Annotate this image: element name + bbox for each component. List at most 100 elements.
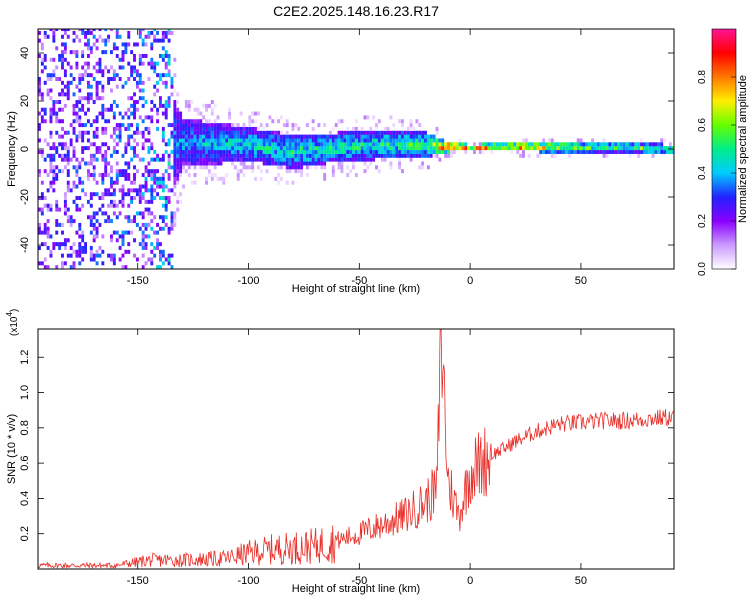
heatmap-cell [352, 149, 355, 154]
heatmap-cell [447, 142, 450, 147]
heatmap-cell [115, 73, 119, 78]
heatmap-cell [242, 173, 246, 177]
heatmap-cell [69, 157, 73, 162]
heatmap-cell [288, 146, 292, 151]
heatmap-cell [331, 173, 335, 177]
heatmap-cell [409, 146, 413, 151]
heatmap-cell [196, 111, 200, 116]
heatmap-cell [115, 126, 119, 131]
heatmap-cell [98, 61, 102, 66]
heatmap-cell [406, 149, 410, 154]
heatmap-cell [568, 142, 571, 147]
heatmap-cell [38, 196, 41, 201]
heatmap-cell [141, 173, 145, 177]
heatmap-cell [115, 203, 119, 208]
heatmap-cell [98, 111, 102, 116]
heatmap-cell [297, 138, 301, 143]
heatmap-cell [110, 203, 113, 208]
heatmap-cell [161, 111, 165, 116]
heatmap-cell [187, 103, 191, 108]
heatmap-cell [161, 215, 165, 220]
heatmap-cell [124, 42, 128, 47]
heatmap-cell [121, 234, 125, 239]
heatmap-cell [516, 146, 520, 151]
heatmap-cell [173, 119, 177, 124]
heatmap-cell [323, 153, 327, 158]
heatmap-cell [55, 29, 59, 32]
heatmap-cell [311, 138, 315, 143]
heatmap-cell [380, 130, 384, 135]
heatmap-cell [66, 253, 70, 258]
heatmap-cell [199, 161, 203, 166]
heatmap-cell [150, 142, 154, 147]
heatmap-cell [256, 134, 260, 139]
heatmap-cell [89, 196, 93, 201]
heatmap-cell [75, 65, 79, 70]
heatmap-cell [294, 161, 298, 166]
heatmap-cell [112, 192, 116, 197]
heatmap-cell [75, 84, 79, 89]
heatmap-cell [69, 123, 73, 128]
heatmap-cell [380, 138, 384, 143]
heatmap-cell [366, 134, 370, 139]
heatmap-cell [568, 153, 571, 158]
heatmap-cell [570, 142, 574, 147]
heatmap-cell [101, 73, 105, 78]
heatmap-cell [231, 157, 234, 162]
heatmap-cell [86, 92, 90, 97]
heatmap-cell [115, 123, 119, 128]
heatmap-cell [86, 84, 90, 89]
heatmap-cell [303, 138, 306, 143]
heatmap-cell [628, 153, 632, 158]
heatmap-cell [340, 149, 344, 154]
heatmap-cell [115, 30, 119, 35]
heatmap-cell [579, 138, 583, 143]
heatmap-cell [216, 157, 220, 162]
heatmap-cell [202, 146, 206, 151]
heatmap-cell [274, 142, 278, 147]
heatmap-cell [490, 149, 494, 154]
heatmap-cell [418, 123, 422, 128]
heatmap-cell [326, 157, 329, 162]
heatmap-cell [311, 149, 315, 154]
heatmap-cell [144, 242, 148, 247]
heatmap-cell [104, 119, 108, 124]
heatmap-cell [86, 169, 90, 174]
heatmap-cell [66, 84, 70, 89]
heatmap-cell [182, 138, 185, 143]
heatmap-cell [170, 253, 174, 258]
heatmap-cell [66, 180, 70, 185]
heatmap-cell [398, 130, 402, 135]
heatmap-cell [207, 146, 211, 151]
heatmap-cell [95, 119, 99, 124]
heatmap-cell [498, 146, 502, 151]
heatmap-cell [210, 149, 214, 154]
heatmap-cell [144, 176, 148, 181]
heatmap-cell [173, 173, 177, 177]
heatmap-cell [363, 115, 367, 120]
heatmap-cell [158, 157, 162, 162]
heatmap-cell [196, 146, 200, 151]
heatmap-cell [222, 146, 226, 151]
heatmap-cell [38, 226, 41, 231]
heatmap-cell [642, 146, 646, 151]
heatmap-cell [158, 184, 162, 189]
heatmap-cell [305, 138, 309, 143]
heatmap-cell [605, 149, 609, 154]
heatmap-cell [118, 130, 122, 135]
heatmap-cell [464, 142, 468, 147]
heatmap-cell [300, 173, 304, 177]
heatmap-cell [104, 161, 108, 166]
heatmap-cell [104, 65, 108, 70]
heatmap-cell [127, 249, 131, 254]
heatmap-cell [317, 134, 321, 139]
heatmap-cell [634, 149, 638, 154]
heatmap-cell [383, 153, 387, 158]
heatmap-cell [248, 149, 252, 154]
heatmap-cell [135, 130, 139, 135]
heatmap-cell [317, 146, 321, 151]
heatmap-cell [277, 173, 281, 177]
heatmap-cell [426, 149, 430, 154]
heatmap-cell [438, 157, 442, 162]
